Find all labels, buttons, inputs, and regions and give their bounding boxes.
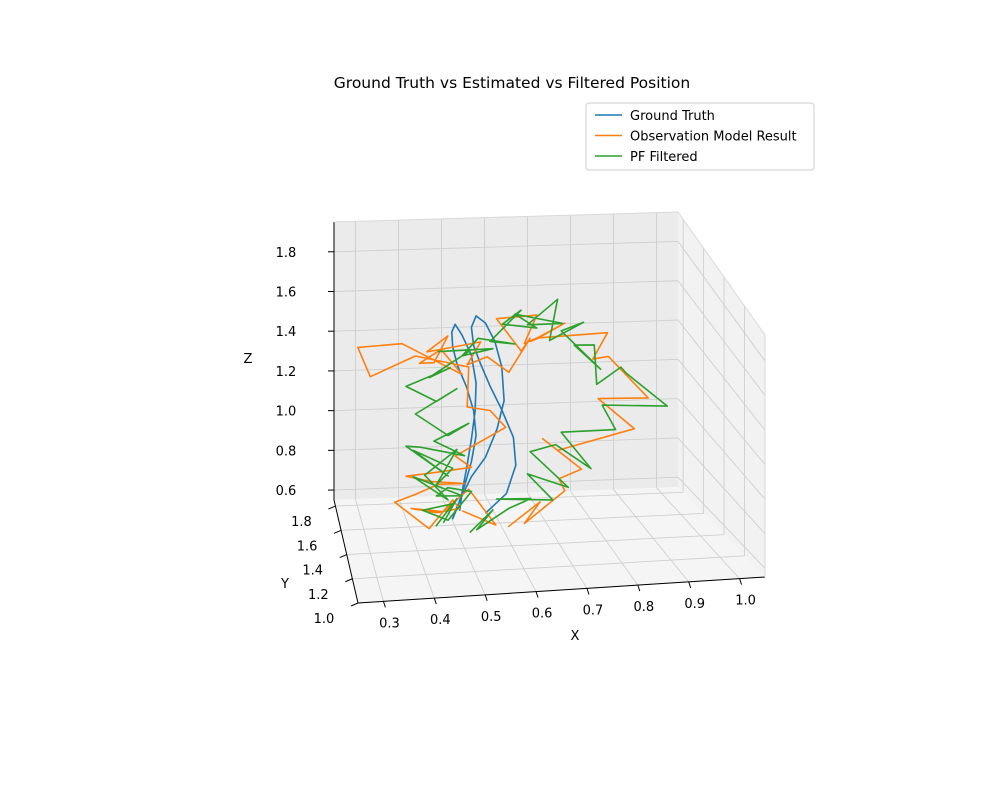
x-axis-line bbox=[357, 576, 766, 604]
pane-edge bbox=[333, 211, 679, 223]
z-grid-side bbox=[677, 437, 766, 535]
y-tick-label: 1.2 bbox=[308, 588, 329, 603]
y-tick-label: 1.4 bbox=[302, 564, 323, 579]
z-grid-back bbox=[333, 437, 679, 451]
series-line-0 bbox=[450, 315, 517, 520]
tick-labels: 0.3 0.4 0.5 0.6 0.7 0.8 0.9 1.0 1.0 1.2 1.4 1.6 1.8 0… bbox=[276, 246, 756, 632]
z-grid-back bbox=[333, 280, 679, 292]
x-grid-floor bbox=[355, 499, 384, 602]
series-line-2 bbox=[405, 298, 669, 534]
x-tick-mark bbox=[433, 597, 437, 605]
y-grid-floor bbox=[352, 555, 745, 580]
y-tick-mark bbox=[333, 529, 342, 534]
z-grid-side bbox=[677, 398, 766, 500]
z-grid-side bbox=[677, 280, 766, 396]
legend-label: Ground Truth bbox=[630, 109, 715, 124]
y-grid-floor bbox=[346, 534, 725, 555]
z-tick-label: 0.8 bbox=[276, 444, 297, 459]
z-grid-back bbox=[333, 241, 679, 253]
z-tick-label: 1.0 bbox=[276, 405, 297, 420]
y-tick-label: 1.6 bbox=[297, 539, 318, 554]
y-tick-mark bbox=[339, 554, 347, 558]
x-tick-label: 0.3 bbox=[379, 616, 400, 631]
data-series bbox=[356, 298, 669, 534]
x-tick-mark bbox=[637, 584, 641, 592]
legend: Ground Truth Observation Model Result PF F… bbox=[585, 102, 815, 171]
z-grid-side bbox=[677, 359, 766, 465]
z-tick-label: 1.2 bbox=[276, 365, 297, 380]
z-grid-side bbox=[677, 241, 766, 362]
legend-box bbox=[585, 102, 815, 171]
y-tick-mark bbox=[345, 578, 353, 583]
x-grid-floor bbox=[527, 492, 588, 589]
x-tick-mark bbox=[586, 588, 590, 595]
x-grid-floor bbox=[656, 487, 740, 579]
y-axis-label: Y bbox=[280, 577, 289, 592]
y-tick-mark bbox=[328, 505, 336, 510]
x-grid-floor bbox=[613, 489, 690, 583]
x-tick-mark bbox=[739, 578, 743, 585]
x-tick-label: 0.9 bbox=[684, 597, 705, 612]
x-grid-floor bbox=[570, 490, 639, 586]
y-grid-floor bbox=[341, 513, 704, 531]
x-tick-mark bbox=[484, 594, 488, 602]
x-tick-mark bbox=[382, 601, 386, 608]
x-tick-label: 0.8 bbox=[633, 600, 654, 615]
pane-edge bbox=[677, 211, 766, 336]
x-tick-label: 0.6 bbox=[532, 607, 553, 622]
x-tick-label: 1.0 bbox=[735, 594, 756, 609]
z-grid-back bbox=[333, 398, 679, 412]
y-axis-line bbox=[333, 499, 359, 604]
z-grid-back bbox=[333, 358, 679, 372]
grid-lines bbox=[333, 212, 766, 604]
series-line-1 bbox=[356, 314, 650, 530]
z-axis-label: Z bbox=[244, 352, 253, 367]
x-tick-label: 0.7 bbox=[583, 603, 604, 618]
z-tick-label: 1.6 bbox=[276, 286, 297, 301]
chart-title: Ground Truth vs Estimated vs Filtered Po… bbox=[334, 74, 690, 92]
x-tick-mark bbox=[535, 591, 539, 598]
z-grid-side bbox=[677, 319, 766, 431]
x-tick-label: 0.5 bbox=[481, 610, 502, 625]
axis-lines bbox=[333, 211, 766, 604]
y-tick-label: 1.0 bbox=[314, 612, 335, 627]
z-tick-label: 1.8 bbox=[276, 246, 297, 261]
y-tick-mark bbox=[350, 602, 359, 607]
back-pane bbox=[334, 212, 678, 500]
y-tick-label: 1.8 bbox=[291, 515, 312, 530]
legend-label: Observation Model Result bbox=[630, 130, 797, 145]
x-tick-mark bbox=[688, 581, 692, 589]
z-tick-label: 0.6 bbox=[276, 484, 297, 499]
x-tick-label: 0.4 bbox=[430, 613, 451, 628]
side-pane bbox=[678, 212, 765, 577]
z-grid-back bbox=[333, 476, 679, 491]
x-grid-floor bbox=[398, 497, 435, 599]
z-grid-side bbox=[677, 476, 766, 569]
z-tick-label: 1.4 bbox=[276, 325, 297, 340]
legend-label: PF Filtered bbox=[630, 150, 698, 165]
x-axis-label: X bbox=[571, 629, 580, 644]
